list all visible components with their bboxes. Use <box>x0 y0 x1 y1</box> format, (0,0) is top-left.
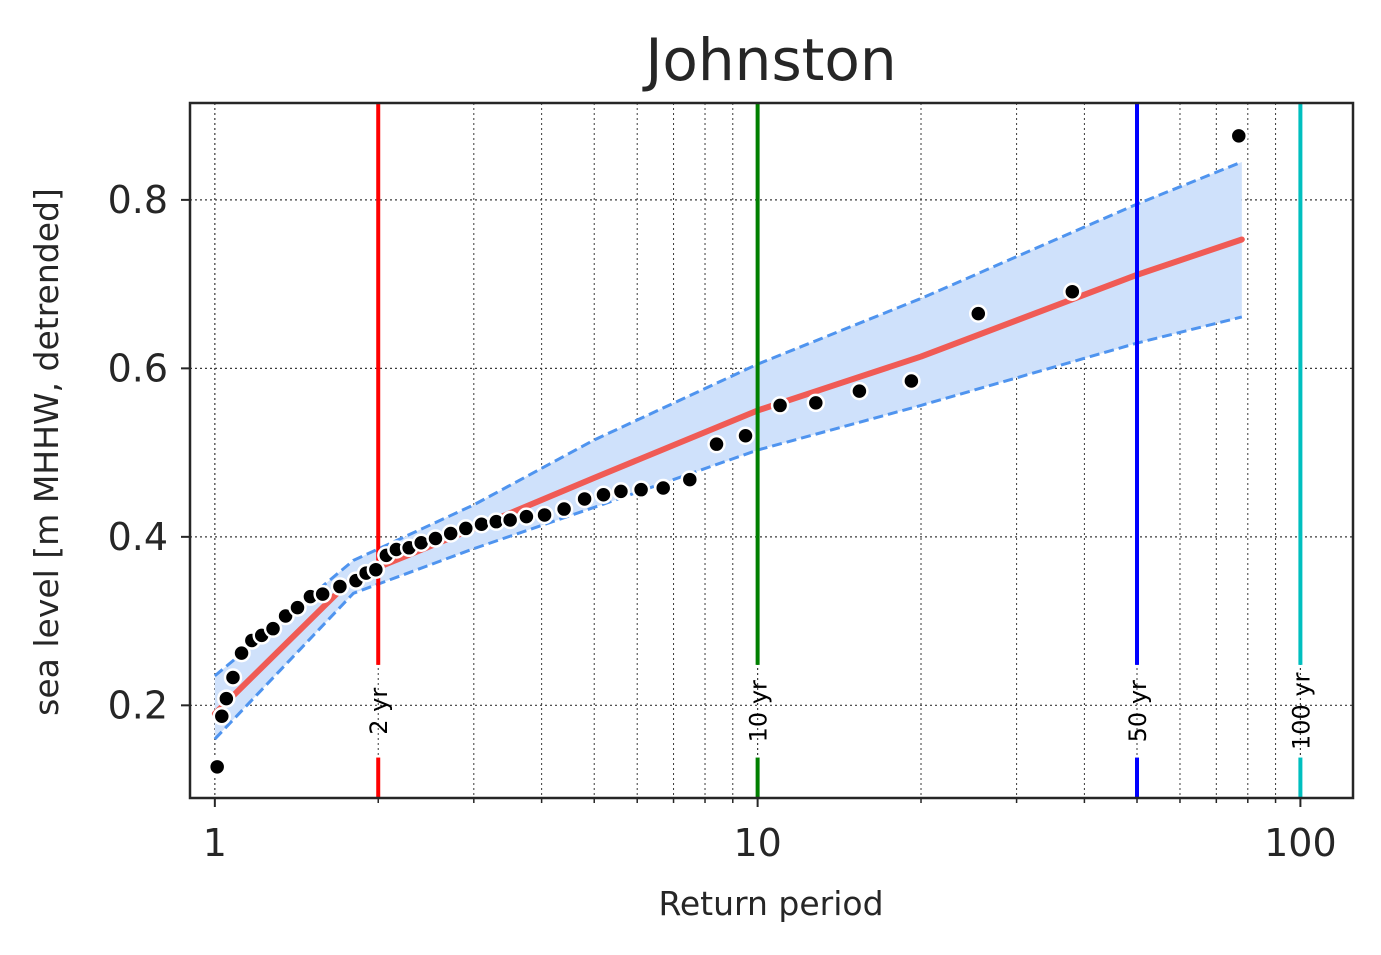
observation-point <box>500 510 520 530</box>
observation-point <box>288 598 307 617</box>
observation-point <box>232 643 251 663</box>
return-period-label: 2 yr <box>365 688 393 735</box>
observation-point <box>554 499 574 519</box>
observation-point <box>456 519 476 538</box>
observation-point <box>366 560 386 579</box>
observation-point <box>850 381 869 401</box>
confidence-band <box>213 160 1243 741</box>
observation-point <box>207 757 227 777</box>
observation-point <box>969 304 988 323</box>
return-period-label: 50 yr <box>1124 680 1152 742</box>
observation-point <box>611 482 631 501</box>
observation-point <box>1063 282 1082 301</box>
observation-point <box>223 668 243 687</box>
observation-point <box>631 480 651 499</box>
y-axis-label: sea level [m MHHW, detrended] <box>27 188 66 716</box>
return-period-label: 10 yr <box>745 680 773 742</box>
x-axis-label: Return period <box>658 884 883 923</box>
x-tick-label: 100 <box>1264 821 1337 865</box>
observation-point <box>263 619 283 638</box>
y-tick-label: 0.8 <box>108 178 168 222</box>
observation-point <box>680 470 700 489</box>
observation-points <box>207 126 1249 777</box>
ci-lower-line <box>213 315 1243 741</box>
plot-frame <box>188 101 1355 800</box>
observation-point <box>212 707 232 726</box>
chart-title: Johnston <box>642 26 896 94</box>
y-tick-label: 0.6 <box>108 346 168 390</box>
x-tick-label: 1 <box>203 821 227 865</box>
axis-ticks: 1 10 100 0.2 0.4 0.6 0.8 <box>108 178 1337 865</box>
observation-point <box>517 507 536 526</box>
y-tick-label: 0.4 <box>108 515 168 559</box>
y-tick-label: 0.2 <box>108 683 168 727</box>
observation-point <box>313 584 332 604</box>
observation-point <box>441 524 460 543</box>
observation-point <box>472 514 491 534</box>
observation-point <box>770 396 790 415</box>
observation-point <box>653 478 673 498</box>
observation-point <box>535 505 554 525</box>
observation-point <box>902 371 921 391</box>
observation-point <box>217 689 236 708</box>
observation-point <box>806 393 826 413</box>
observation-point <box>707 434 726 454</box>
observation-point <box>330 577 350 596</box>
observation-point <box>1229 126 1249 146</box>
ci-upper-line <box>213 160 1243 678</box>
observation-point <box>736 426 755 446</box>
observation-point <box>426 529 445 548</box>
x-tick-label: 10 <box>733 821 781 865</box>
observation-point <box>594 485 613 504</box>
observation-point <box>575 489 594 509</box>
confidence-band-fill <box>214 161 1242 740</box>
return-period-label: 100 yr <box>1287 672 1315 750</box>
